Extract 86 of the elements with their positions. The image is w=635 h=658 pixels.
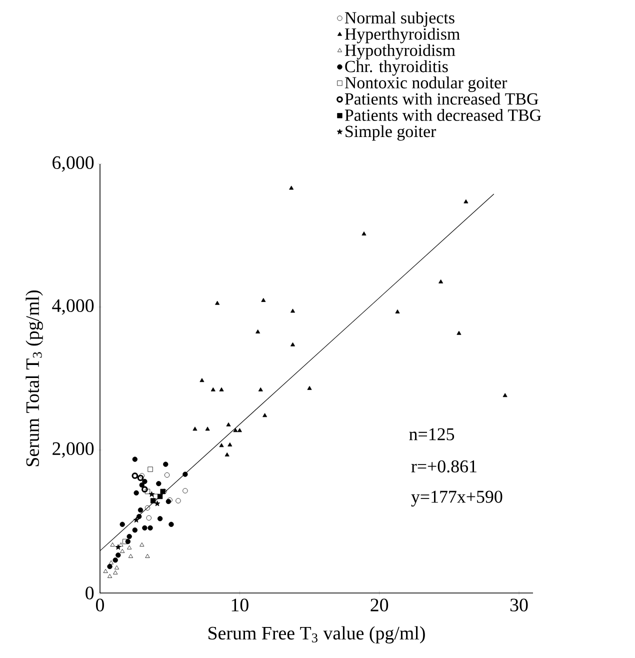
point	[120, 522, 125, 527]
point	[464, 199, 468, 204]
point	[456, 330, 462, 335]
point	[261, 298, 266, 302]
point	[137, 474, 144, 482]
point	[114, 565, 120, 570]
point	[502, 393, 508, 398]
point	[200, 378, 204, 382]
annotation: n=125	[409, 428, 454, 440]
point	[157, 516, 163, 522]
point	[113, 570, 118, 574]
point	[107, 564, 112, 570]
annotation: r=+0.861	[411, 460, 476, 473]
point	[134, 490, 139, 496]
point	[215, 300, 220, 305]
x-tick-label: 0	[96, 598, 104, 612]
point	[210, 387, 216, 392]
point	[139, 482, 144, 488]
point	[256, 329, 260, 334]
point	[168, 522, 174, 527]
point	[182, 472, 188, 477]
y-tick-label: 0	[86, 586, 94, 600]
x-axis-title: Serum Free T$_{3}$ value (pg/ml)	[208, 626, 425, 644]
point	[148, 491, 155, 497]
point	[142, 478, 148, 484]
point	[132, 472, 138, 479]
legend-label: Normal subjects	[344, 12, 454, 27]
point	[108, 574, 112, 578]
point	[142, 486, 148, 493]
point	[224, 452, 230, 456]
legend-label: Hypothyroidism	[344, 44, 456, 60]
y-tick-label: 2,000	[52, 442, 94, 458]
point	[226, 422, 231, 426]
point	[116, 552, 121, 558]
legend-label: Simple goiter	[346, 125, 436, 141]
point	[233, 428, 238, 432]
point	[120, 548, 125, 553]
legend-label: Patients with increased TBG	[344, 92, 538, 105]
point	[237, 428, 242, 432]
point	[362, 231, 366, 236]
point	[148, 466, 153, 472]
x-tick-label: 30	[510, 598, 528, 612]
point	[290, 342, 296, 346]
point	[112, 558, 118, 563]
legend-label: Hyperthyroidism	[344, 28, 460, 44]
point	[126, 534, 132, 540]
point	[395, 309, 400, 314]
annotation: y=177x+590	[411, 490, 502, 507]
x-tick-label: 20	[370, 598, 388, 612]
point	[163, 462, 168, 467]
point	[132, 456, 138, 462]
point	[258, 387, 263, 392]
point	[438, 279, 444, 284]
point	[108, 560, 114, 564]
point	[133, 516, 140, 523]
point	[103, 568, 108, 573]
point	[219, 387, 224, 392]
point	[128, 554, 133, 558]
x-tick-label: 10	[232, 598, 248, 612]
point	[290, 308, 296, 313]
legend-label: Patients with decreased TBG	[344, 109, 542, 121]
point	[150, 498, 156, 504]
legend-label: Chr. thyroiditis	[345, 60, 448, 76]
point	[262, 413, 268, 418]
point	[127, 545, 132, 550]
point	[192, 426, 198, 431]
y-axis-title: Serum Total T$_{3}$ (pg/ml)	[26, 290, 43, 466]
point	[156, 481, 162, 486]
legend-label: Nontoxic nodular goiter	[344, 76, 508, 92]
point	[110, 542, 115, 546]
point	[154, 500, 160, 506]
point	[307, 386, 312, 390]
point	[228, 442, 232, 446]
point	[138, 507, 144, 513]
point	[142, 525, 148, 531]
point	[140, 542, 144, 546]
point	[148, 525, 153, 531]
y-tick-label: 4,000	[52, 299, 94, 315]
point	[136, 514, 142, 520]
point	[205, 426, 210, 431]
point	[289, 186, 294, 190]
point	[132, 527, 138, 533]
y-tick-label: 6,000	[52, 156, 94, 172]
point	[145, 554, 150, 558]
point	[157, 494, 163, 500]
point	[219, 443, 224, 448]
